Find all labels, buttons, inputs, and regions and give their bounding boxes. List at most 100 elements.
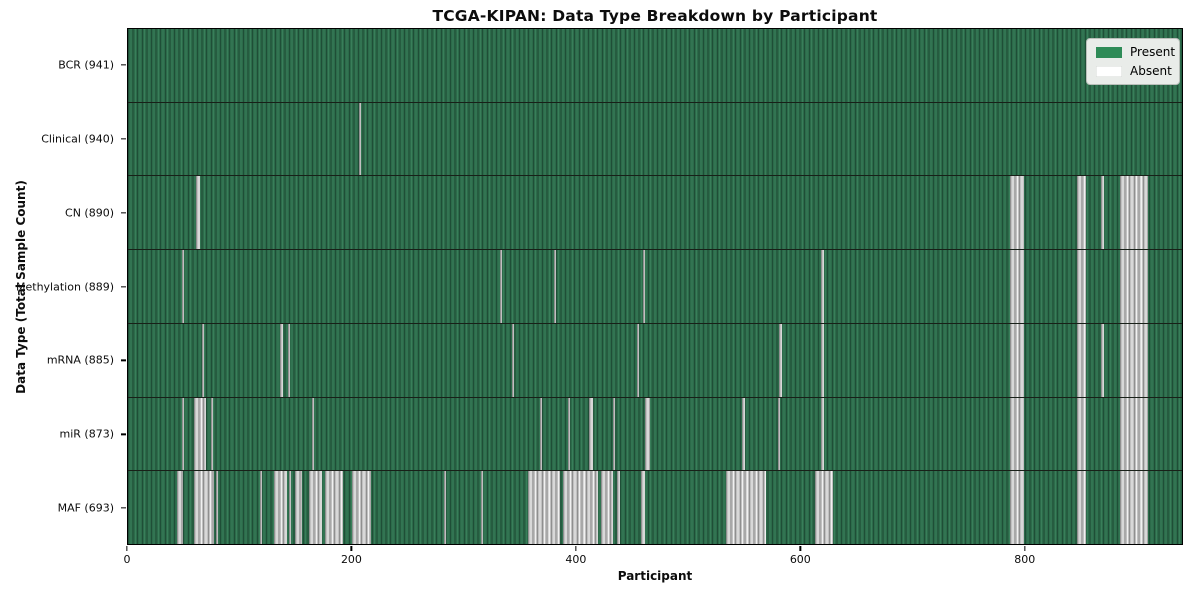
absent-segment — [181, 250, 184, 323]
absent-segment — [325, 471, 344, 545]
absent-segment — [194, 471, 215, 545]
y-tick-mark — [121, 285, 126, 288]
legend-entry-absent: Absent — [1096, 64, 1172, 78]
x-tick-label: 400 — [565, 553, 587, 566]
absent-segment — [181, 397, 184, 471]
absent-segment — [1120, 250, 1149, 323]
absent-segment — [612, 397, 616, 471]
row-methylation — [128, 249, 1182, 323]
y-tick-label: MAF (693) — [57, 501, 114, 515]
absent-segment — [568, 397, 571, 471]
absent-segment — [821, 323, 824, 397]
y-tick-mark — [121, 64, 126, 66]
absent-segment — [273, 471, 288, 545]
absent-segment — [527, 471, 561, 545]
x-axis-title: Participant — [617, 569, 693, 583]
x-tick-mark — [1024, 546, 1026, 551]
absent-segment — [814, 471, 833, 545]
absent-segment — [311, 397, 314, 471]
row-mir — [128, 396, 1182, 471]
row-maf — [128, 470, 1182, 545]
absent-segment — [1076, 176, 1086, 250]
plot-area — [127, 28, 1183, 545]
absent-segment — [726, 471, 767, 545]
x-tick-row: 0 200 400 600 800 — [123, 546, 1183, 568]
y-tick-label: mRNA (885) — [46, 353, 114, 367]
y-tick-mark — [121, 211, 126, 214]
x-tick-label: 600 — [789, 553, 811, 566]
absent-segment — [1101, 176, 1104, 250]
absent-segment — [288, 323, 291, 397]
y-tick-label: miR (873) — [59, 427, 115, 441]
y-tick-mark — [121, 507, 126, 509]
absent-segment — [643, 250, 646, 323]
absent-segment — [1009, 471, 1025, 545]
x-tick-mark — [126, 546, 128, 551]
y-tick-label: CN (890) — [65, 206, 114, 220]
absent-segment — [443, 471, 447, 545]
absent-segment — [201, 323, 205, 397]
absent-segment — [480, 471, 484, 545]
absent-segment — [358, 102, 361, 176]
absent-segment — [294, 471, 302, 545]
absent-segment — [1120, 176, 1149, 250]
y-tick-mark — [121, 138, 126, 140]
absent-segment — [196, 176, 200, 250]
y-tick-label: Clinical (940) — [41, 132, 114, 146]
x-tick-label: 200 — [340, 553, 362, 566]
absent-segment — [741, 397, 746, 471]
row-bcr — [128, 29, 1182, 102]
absent-segment — [289, 471, 292, 545]
row-clinical — [128, 101, 1182, 176]
x-tick-mark — [799, 546, 801, 551]
absent-segment — [777, 397, 780, 471]
absent-segment — [194, 397, 207, 471]
y-tick-mark — [121, 359, 126, 361]
absent-segment — [1076, 323, 1086, 397]
absent-segment — [210, 397, 214, 471]
absent-segment — [645, 397, 650, 471]
absent-segment — [821, 250, 824, 323]
y-tick-mark — [121, 433, 126, 435]
absent-swatch-icon — [1096, 65, 1122, 77]
y-tick-label: BCR (941) — [58, 58, 114, 72]
row-mrna — [128, 322, 1182, 397]
absent-segment — [1076, 397, 1086, 471]
row-cn — [128, 175, 1182, 250]
absent-segment — [352, 471, 372, 545]
x-tick-label: 0 — [123, 553, 131, 566]
absent-segment — [260, 471, 262, 545]
legend: Present Absent — [1086, 38, 1180, 85]
absent-segment — [1120, 323, 1149, 397]
absent-segment — [499, 250, 503, 323]
absent-segment — [1009, 176, 1025, 250]
absent-segment — [1009, 397, 1025, 471]
absent-segment — [1009, 323, 1025, 397]
absent-segment — [177, 471, 183, 545]
legend-label-absent: Absent — [1130, 64, 1172, 78]
absent-segment — [1101, 323, 1104, 397]
y-tick-labels: BCR (941) Clinical (940) CN (890) Methylati… — [0, 28, 126, 545]
absent-segment — [778, 323, 783, 397]
absent-segment — [512, 323, 515, 397]
x-tick-label: 800 — [1014, 553, 1036, 566]
legend-entry-present: Present — [1096, 46, 1175, 58]
present-swatch-icon — [1096, 46, 1122, 58]
absent-segment — [640, 471, 646, 545]
absent-segment — [617, 471, 620, 545]
absent-segment — [589, 397, 593, 471]
absent-segment — [1076, 471, 1086, 545]
absent-segment — [309, 471, 322, 545]
absent-segment — [540, 397, 543, 471]
legend-label-present: Present — [1130, 45, 1176, 59]
chart-title: TCGA-KIPAN: Data Type Breakdown by Parti… — [432, 7, 878, 25]
y-tick-label: Methylation (889) — [16, 280, 114, 293]
absent-segment — [821, 397, 824, 471]
absent-segment — [1076, 250, 1086, 323]
x-tick-mark — [350, 546, 353, 551]
absent-segment — [1120, 397, 1149, 471]
absent-segment — [600, 471, 613, 545]
absent-segment — [1120, 471, 1149, 545]
absent-segment — [280, 323, 283, 397]
